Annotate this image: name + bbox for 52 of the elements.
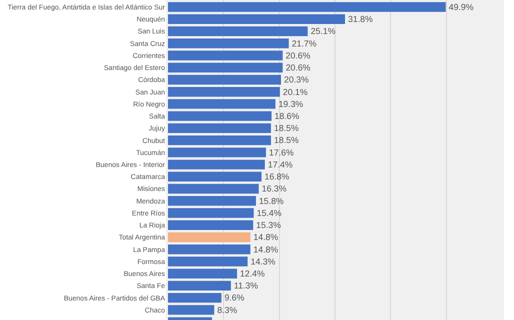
data-label: 11.3%	[234, 280, 258, 291]
data-label: 20.1%	[282, 86, 308, 97]
data-label: 14.8%	[253, 232, 278, 242]
data-label: 19.3%	[278, 98, 304, 109]
bar	[168, 26, 308, 36]
bar	[168, 2, 446, 12]
bar	[168, 196, 256, 206]
data-label: 31.8%	[348, 14, 373, 24]
bar	[168, 99, 276, 109]
data-label: 9.6%	[224, 292, 245, 303]
data-label: 17.4%	[268, 159, 293, 170]
bar	[168, 111, 272, 121]
bar	[168, 220, 254, 230]
bar	[168, 244, 250, 254]
bar	[168, 123, 271, 134]
bar	[168, 292, 222, 303]
bar	[168, 38, 289, 48]
data-label: 15.4%	[256, 208, 282, 218]
bar	[168, 87, 280, 97]
data-label: 49.9%	[448, 2, 474, 12]
data-label: 25.1%	[310, 26, 336, 36]
bar	[168, 74, 281, 85]
bar	[168, 160, 265, 170]
bar	[168, 50, 283, 60]
bar	[168, 208, 254, 218]
bar	[168, 172, 262, 182]
bar	[168, 62, 283, 72]
data-label: 18.6%	[274, 110, 300, 121]
bar	[168, 280, 231, 291]
data-label: 14.3%	[250, 256, 276, 266]
data-label: 12.4%	[240, 268, 265, 278]
data-label: 20.3%	[284, 74, 309, 85]
data-label: 21.7%	[292, 38, 317, 48]
data-label: 14.8%	[253, 244, 278, 254]
data-label: 18.5%	[274, 123, 299, 134]
data-label: 20.6%	[286, 50, 311, 60]
data-label: 15.8%	[258, 196, 284, 206]
bar	[168, 268, 238, 278]
data-label: 16.8%	[264, 172, 290, 182]
bar	[168, 232, 250, 242]
bar	[168, 256, 248, 266]
data-label: 16.3%	[262, 184, 287, 194]
data-label: 8.3%	[217, 304, 238, 315]
data-label: 18.5%	[274, 135, 299, 146]
bar	[168, 148, 266, 158]
bar	[168, 184, 259, 194]
bar	[168, 14, 346, 24]
bar	[168, 305, 214, 315]
data-label: 20.6%	[286, 62, 311, 73]
bar	[168, 135, 271, 146]
data-label: 15.3%	[256, 220, 282, 230]
data-label: 17.6%	[268, 147, 294, 158]
